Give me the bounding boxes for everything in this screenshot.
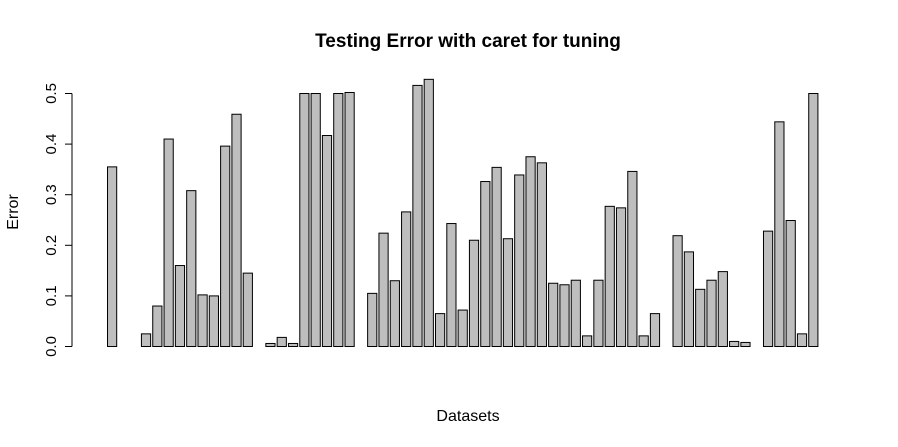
y-tick-label: 0.5 [43, 83, 60, 104]
bar [548, 282, 559, 347]
bar [570, 279, 581, 347]
bar [152, 305, 163, 347]
bar [536, 162, 547, 347]
bar [434, 313, 446, 347]
y-tick-label: 0.0 [43, 336, 60, 357]
bar [457, 309, 468, 347]
bar [242, 272, 253, 348]
bar [649, 313, 661, 347]
bar [808, 93, 819, 347]
y-tick-label: 0.2 [43, 235, 60, 256]
bar [321, 134, 333, 347]
bar [231, 113, 242, 347]
bar [559, 284, 570, 348]
bar [299, 93, 310, 347]
bar [525, 156, 536, 347]
bar [774, 121, 785, 347]
bar [344, 91, 355, 347]
bar [412, 84, 423, 348]
bar [186, 190, 197, 347]
y-axis-label: Error [5, 194, 22, 230]
bar [287, 342, 299, 347]
bar [401, 211, 412, 347]
bar [333, 93, 344, 347]
bar [627, 170, 638, 347]
bar [208, 295, 219, 347]
bar [389, 280, 400, 347]
bar [604, 205, 615, 347]
bar [796, 333, 808, 348]
bar [615, 207, 627, 347]
bar [717, 271, 728, 347]
bar [740, 341, 751, 347]
bar [107, 166, 118, 347]
y-tick-label: 0.1 [43, 285, 60, 306]
bar [502, 238, 514, 347]
bar [695, 288, 706, 347]
bar [446, 223, 457, 348]
bars-group [107, 78, 819, 348]
y-axis: 0.0 0.1 0.2 0.3 0.4 0.5 [43, 83, 73, 357]
bar [480, 181, 491, 347]
bar [491, 166, 502, 347]
bar [163, 138, 174, 347]
bar [762, 230, 774, 347]
bar [276, 336, 287, 347]
bar [265, 342, 276, 347]
y-tick-label: 0.3 [43, 184, 60, 205]
bar [468, 239, 480, 348]
bar [174, 265, 186, 348]
y-tick-label: 0.4 [43, 134, 60, 155]
bar [140, 333, 152, 348]
bar [197, 294, 208, 347]
bar [310, 93, 321, 347]
bar [367, 292, 378, 347]
chart-title: Testing Error with caret for tuning [315, 31, 621, 52]
bar [672, 235, 683, 348]
bar [514, 174, 525, 347]
bar [729, 340, 740, 348]
bar [593, 279, 604, 347]
x-axis-label: Datasets [436, 408, 499, 425]
bar [378, 232, 389, 348]
bar [638, 335, 649, 347]
bar [582, 335, 593, 347]
bar [683, 251, 695, 348]
bar [423, 78, 434, 347]
bar [220, 145, 231, 347]
bar [785, 220, 796, 347]
bar [706, 279, 717, 347]
